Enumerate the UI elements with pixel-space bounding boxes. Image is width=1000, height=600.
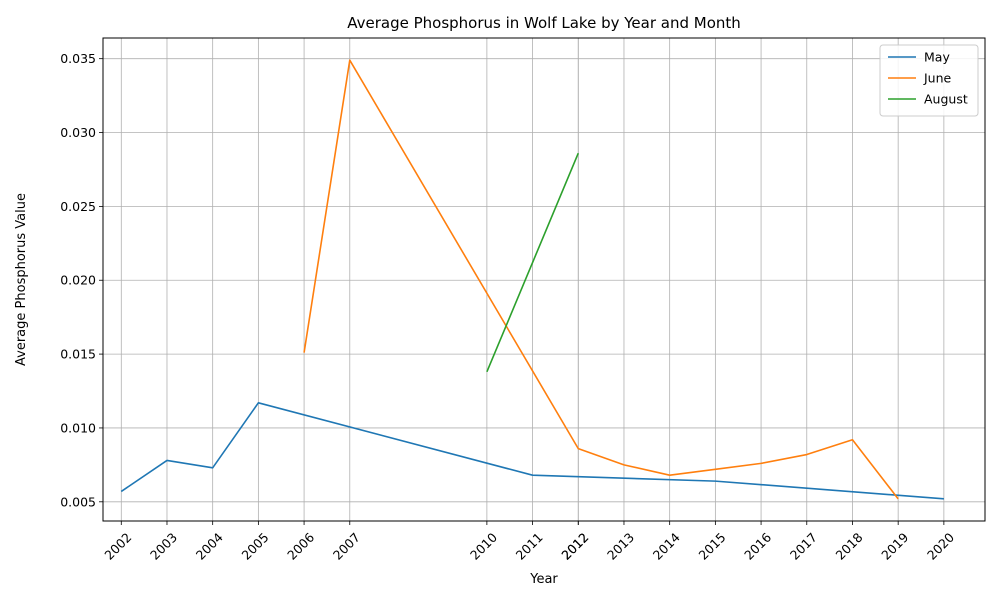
series-line-august (486, 152, 580, 373)
chart-title: Average Phosphorus in Wolf Lake by Year … (347, 14, 741, 32)
series-line-june (303, 59, 899, 500)
y-axis-ticks: 0.005 0.010 0.015 0.020 0.025 0.030 0.035 (60, 51, 103, 509)
y-tick-label: 0.020 (60, 273, 96, 288)
y-tick-label: 0.010 (60, 420, 96, 435)
series-line-may (120, 402, 944, 500)
series-lines (120, 59, 944, 500)
y-axis-label: Average Phosphorus Value (14, 193, 29, 366)
legend-label-may: May (924, 50, 950, 65)
legend: May June August (879, 44, 979, 117)
y-tick-label: 0.025 (60, 199, 96, 214)
y-tick-label: 0.005 (60, 494, 96, 509)
plot-frame (102, 37, 986, 522)
x-axis-label: Year (529, 572, 558, 587)
y-tick-label: 0.035 (60, 51, 96, 66)
grid-lines (103, 38, 985, 521)
legend-label-june: June (923, 71, 952, 86)
y-tick-label: 0.015 (60, 347, 96, 362)
y-tick-label: 0.030 (60, 125, 96, 140)
legend-label-august: August (924, 92, 968, 107)
